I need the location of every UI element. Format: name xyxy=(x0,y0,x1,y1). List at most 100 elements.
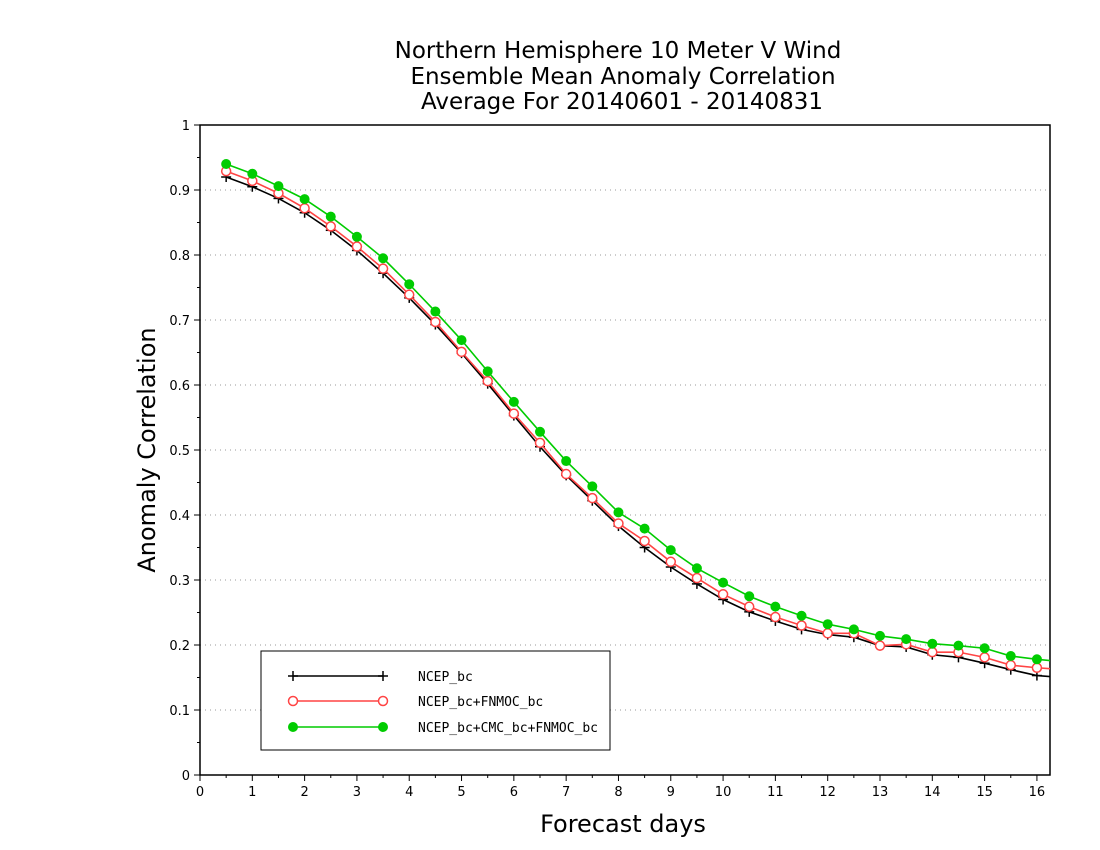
gridlines xyxy=(200,189,1050,711)
data-point xyxy=(639,523,650,534)
data-point xyxy=(508,408,520,419)
data-point xyxy=(979,643,990,654)
legend-item-1: NCEP_bc xyxy=(288,670,473,685)
data-point xyxy=(456,346,467,358)
data-point xyxy=(287,695,299,707)
x-tick-label: 9 xyxy=(667,785,675,800)
data-point xyxy=(560,468,572,480)
x-tick-label: 4 xyxy=(405,785,413,800)
legend: NCEP_bc NCEP_bc+FNMOC_bc NCEP_bc+CMC_bc+FN… xyxy=(260,650,611,751)
x-tick-label: 14 xyxy=(924,785,941,800)
data-point xyxy=(639,535,650,547)
legend-label: NCEP_bc+CMC_bc+FNMOC_bc xyxy=(418,721,598,736)
x-tick-label: 12 xyxy=(819,785,836,800)
data-point xyxy=(875,630,885,641)
data-point xyxy=(299,202,310,214)
data-point xyxy=(378,722,388,732)
x-tick-label: 13 xyxy=(872,785,889,800)
y-tick-label: 0.1 xyxy=(169,704,190,719)
data-point xyxy=(665,556,677,568)
chart-title-line-2: Ensemble Mean Anomaly Correlation xyxy=(410,64,835,90)
x-tick-label: 5 xyxy=(457,785,465,800)
chart-title-line-3: Average For 20140601 - 20140831 xyxy=(421,89,823,115)
data-point xyxy=(901,634,912,645)
data-point xyxy=(953,640,964,651)
data-point xyxy=(221,159,232,169)
data-point xyxy=(743,601,755,612)
data-point xyxy=(796,610,807,621)
x-axis-label: Forecast days xyxy=(540,810,706,838)
data-point xyxy=(273,181,284,192)
data-point xyxy=(691,572,703,584)
data-point xyxy=(718,577,729,588)
data-point xyxy=(534,437,546,449)
data-point xyxy=(613,507,624,518)
x-tick-label: 7 xyxy=(562,785,570,800)
data-point xyxy=(796,620,807,631)
data-point xyxy=(613,518,624,529)
data-point xyxy=(927,638,938,649)
data-point xyxy=(482,366,493,377)
y-tick-label: 1 xyxy=(182,119,190,134)
data-point xyxy=(325,211,336,222)
x-tick-label: 11 xyxy=(767,785,784,800)
data-point xyxy=(665,545,676,556)
x-tick-label: 15 xyxy=(976,785,993,800)
data-point xyxy=(874,640,886,651)
series-3 xyxy=(221,159,1050,665)
data-point xyxy=(848,624,859,635)
y-tick-label: 0.5 xyxy=(169,444,190,459)
x-tick-label: 3 xyxy=(353,785,361,800)
data-point xyxy=(247,168,258,179)
data-point xyxy=(1031,662,1043,673)
data-point xyxy=(1005,651,1016,662)
data-point xyxy=(508,396,519,407)
data-point xyxy=(770,611,781,623)
y-tick-label: 0.6 xyxy=(169,379,190,394)
data-point xyxy=(587,492,598,504)
legend-label: NCEP_bc xyxy=(418,670,473,685)
y-tick-label: 0.2 xyxy=(169,639,190,654)
legend-item-3: NCEP_bc+CMC_bc+FNMOC_bc xyxy=(288,721,598,736)
y-tick-label: 0.3 xyxy=(169,574,190,589)
y-tick-label: 0.7 xyxy=(169,314,190,329)
x-tick-label: 10 xyxy=(715,785,732,800)
y-tick-label: 0.9 xyxy=(169,184,190,199)
data-point xyxy=(430,316,441,328)
legend-item-2: NCEP_bc+FNMOC_bc xyxy=(287,695,543,710)
data-point xyxy=(691,563,702,574)
x-tick-label: 2 xyxy=(300,785,308,800)
data-point xyxy=(325,221,337,232)
data-point xyxy=(378,671,388,681)
y-tick-label: 0.8 xyxy=(169,249,190,264)
data-point xyxy=(378,253,389,264)
data-point xyxy=(299,194,310,205)
series-group xyxy=(220,159,1050,681)
data-point xyxy=(288,671,298,681)
data-point xyxy=(561,456,572,467)
legend-box xyxy=(260,650,611,751)
x-tick-label: 8 xyxy=(614,785,622,800)
x-tick-label: 16 xyxy=(1029,785,1046,800)
data-point xyxy=(351,241,363,252)
x-tick-label: 6 xyxy=(510,785,518,800)
data-point xyxy=(822,628,833,639)
data-point xyxy=(1005,659,1017,671)
y-tick-label: 0 xyxy=(182,769,190,784)
data-point xyxy=(456,335,467,346)
data-point xyxy=(535,426,545,437)
data-point xyxy=(404,279,415,290)
y-tick-label: 0.4 xyxy=(169,509,190,524)
data-point xyxy=(770,601,781,612)
data-point xyxy=(377,695,389,707)
data-point xyxy=(377,263,389,274)
data-point xyxy=(587,481,598,492)
data-point xyxy=(482,375,493,387)
data-point xyxy=(430,306,441,317)
x-tick-label: 0 xyxy=(196,785,204,800)
y-axis-label: Anomaly Correlation xyxy=(133,327,161,572)
series-2 xyxy=(220,165,1050,673)
data-point xyxy=(979,652,990,663)
data-point xyxy=(927,646,938,658)
